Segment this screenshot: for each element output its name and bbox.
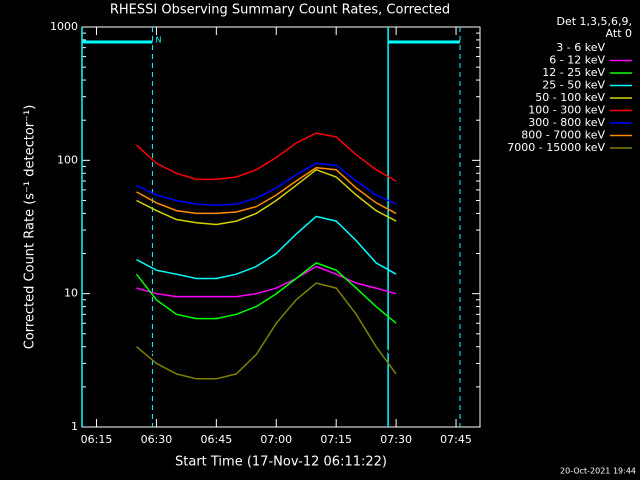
- y-tick-label: 100: [57, 153, 78, 166]
- legend-label: 50 - 100 keV: [535, 91, 605, 104]
- legend-label: 12 - 25 keV: [542, 66, 605, 79]
- x-axis-label: Start Time (17-Nov-12 06:11:22): [175, 455, 387, 470]
- series-line: [136, 215, 397, 280]
- x-tick-label: 06:15: [81, 433, 113, 446]
- y-tick-label: 1000: [50, 20, 78, 33]
- legend-label: 25 - 50 keV: [542, 79, 605, 92]
- legend-label: 300 - 800 keV: [528, 116, 605, 129]
- x-tick-label: 07:15: [320, 433, 352, 446]
- series-line: [136, 168, 397, 226]
- legend-label: 6 - 12 keV: [549, 54, 605, 67]
- footer-timestamp: 20-Oct-2021 19:44: [560, 467, 636, 476]
- x-tick-label: 06:30: [141, 433, 173, 446]
- series-line: [136, 282, 397, 364]
- y-tick-label: 10: [64, 287, 78, 300]
- x-tick-label: 07:30: [380, 433, 412, 446]
- legend-header: Det 1,3,5,6,9,: [556, 15, 632, 28]
- legend-label: 3 - 6 keV: [556, 41, 605, 54]
- legend-label: 100 - 300 keV: [528, 104, 605, 117]
- legend-label: 800 - 7000 keV: [521, 129, 605, 142]
- x-tick-label: 07:45: [440, 433, 472, 446]
- y-tick-label: 1: [71, 420, 78, 433]
- legend-header: Att 0: [606, 27, 632, 40]
- series-line: [135, 262, 397, 324]
- x-tick-label: 07:00: [260, 433, 292, 446]
- x-tick-label: 06:45: [201, 433, 233, 446]
- series-line: [136, 265, 397, 298]
- series-line: [135, 132, 397, 182]
- plot-frame: [81, 26, 481, 428]
- series-line: [136, 282, 397, 380]
- series-line: [136, 166, 397, 215]
- chart-title: RHESSI Observing Summary Count Rates, Co…: [110, 3, 450, 18]
- y-axis-label: Corrected Count Rate (s⁻¹ detector⁻¹): [23, 105, 38, 350]
- night-label: N: [155, 36, 161, 45]
- legend-label: 7000 - 15000 keV: [507, 141, 605, 154]
- series-line: [136, 162, 397, 207]
